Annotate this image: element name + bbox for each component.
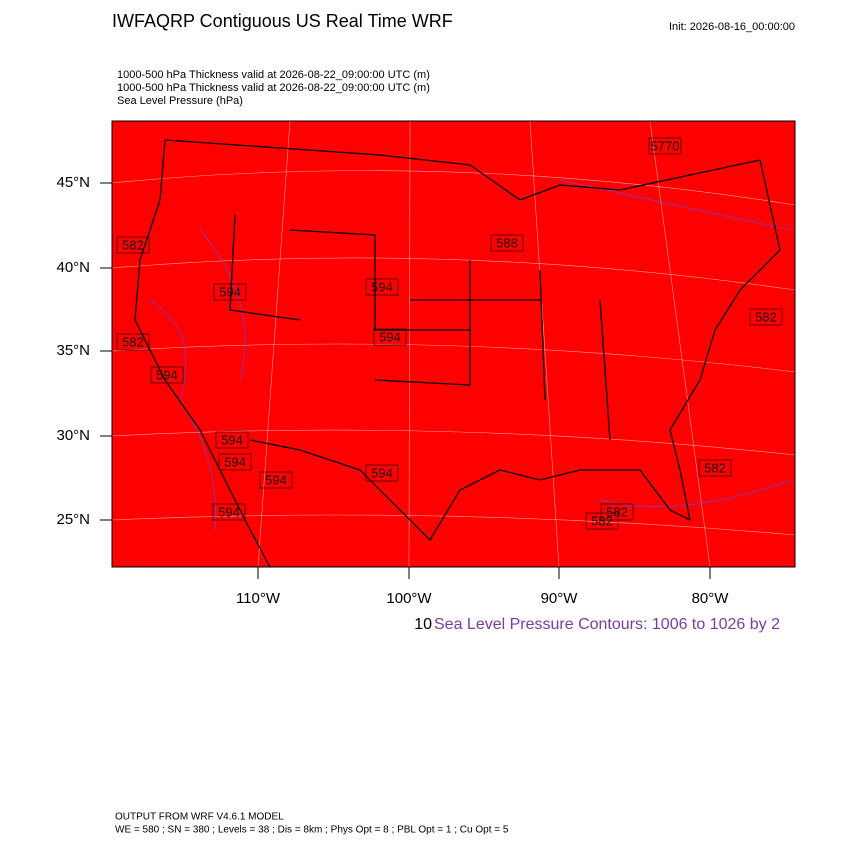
legend-text: Sea Level Pressure Contours: 1006 to 102… xyxy=(434,616,780,633)
contour-label-box xyxy=(259,471,293,489)
lon-label: 110°W xyxy=(236,590,281,607)
contour-label: 582 xyxy=(591,513,613,528)
contour-label-box xyxy=(116,333,150,351)
contour-label-box xyxy=(373,328,407,346)
title: IWFAQRP Contiguous US Real Time WRF xyxy=(112,11,453,31)
contour-label: 582 xyxy=(755,309,777,324)
map-field xyxy=(112,121,795,567)
graticule xyxy=(111,120,796,568)
contour-label-box xyxy=(116,236,150,254)
contour-label-box xyxy=(213,283,247,301)
boundaries xyxy=(134,139,781,568)
init-time: Init: 2026-08-16_00:00:00 xyxy=(669,21,795,33)
contour-label-box xyxy=(150,366,184,384)
contour-label-box xyxy=(585,512,619,530)
contour-label-box xyxy=(749,308,783,326)
legend-prefix: 10 xyxy=(414,616,432,633)
contour-label: 588 xyxy=(496,235,518,250)
field-label: 1000-500 hPa Thickness valid at 2026-08-… xyxy=(117,82,430,94)
map-frame xyxy=(111,120,796,568)
field-label: 1000-500 hPa Thickness valid at 2026-08-… xyxy=(117,69,430,81)
lat-label: 30°N xyxy=(56,427,90,444)
contour-label: 582 xyxy=(704,460,726,475)
contour-label: 594 xyxy=(371,465,393,480)
contour-label-box xyxy=(365,278,399,296)
lat-label: 40°N xyxy=(56,259,90,276)
contour-label: 594 xyxy=(218,504,240,519)
contour-label: 594 xyxy=(265,472,287,487)
lat-label: 35°N xyxy=(56,342,90,359)
contour-label: 594 xyxy=(371,279,393,294)
contour-label: 594 xyxy=(156,367,178,382)
contour-label: 594 xyxy=(379,329,401,344)
contour-label-box xyxy=(600,503,634,521)
contour-label: 594 xyxy=(219,284,241,299)
lon-label: 90°W xyxy=(541,590,579,607)
contour-label-box xyxy=(215,431,249,449)
contour-label: 594 xyxy=(224,454,246,469)
field-label: Sea Level Pressure (hPa) xyxy=(117,95,243,107)
contour-label: 5770 xyxy=(651,138,680,153)
lat-label: 25°N xyxy=(56,511,90,528)
contour-label: 582 xyxy=(606,504,628,519)
contour-label-box xyxy=(365,464,399,482)
contour-label: 582 xyxy=(122,237,144,252)
lon-label: 100°W xyxy=(386,590,432,607)
contour-label: 594 xyxy=(221,432,243,447)
contour-label-box xyxy=(490,234,524,252)
contour-label: 582 xyxy=(122,334,144,349)
contour-label-box xyxy=(218,453,252,471)
contour-label-box xyxy=(698,459,732,477)
lon-label: 80°W xyxy=(692,590,730,607)
footer-line: WE = 580 ; SN = 380 ; Levels = 38 ; Dis … xyxy=(115,825,509,836)
lat-label: 45°N xyxy=(56,174,90,191)
footer-line: OUTPUT FROM WRF V4.6.1 MODEL xyxy=(115,812,284,823)
contour-label-box xyxy=(648,137,682,155)
contour-label-box xyxy=(212,503,246,521)
